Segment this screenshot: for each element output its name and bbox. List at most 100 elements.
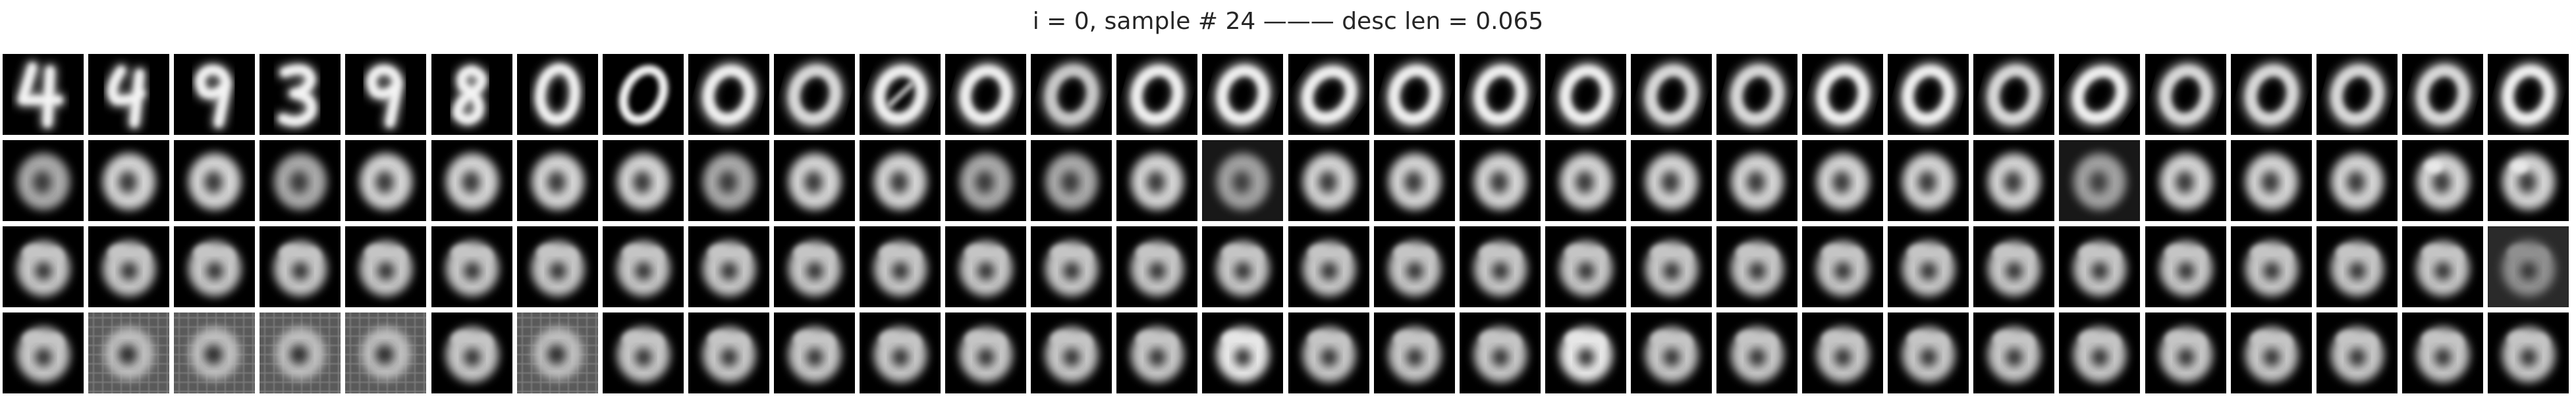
sample-image bbox=[774, 226, 855, 307]
sample-image bbox=[1374, 140, 1455, 221]
sample-image bbox=[1802, 140, 1883, 221]
sample-image bbox=[1631, 140, 1712, 221]
sample-image bbox=[1631, 54, 1712, 135]
sample-image bbox=[774, 54, 855, 135]
sample-image bbox=[1545, 140, 1626, 221]
sample-image bbox=[860, 226, 941, 307]
sample-image bbox=[1545, 312, 1626, 393]
sample-image bbox=[1973, 226, 2054, 307]
sample-image bbox=[774, 140, 855, 221]
sample-image bbox=[1116, 226, 1197, 307]
sample-image bbox=[1545, 54, 1626, 135]
sample-image bbox=[603, 140, 684, 221]
sample-image bbox=[1460, 140, 1541, 221]
sample-image bbox=[2059, 140, 2140, 221]
sample-image bbox=[3, 54, 84, 135]
sample-image bbox=[1973, 140, 2054, 221]
sample-image bbox=[1031, 312, 1112, 393]
sample-image bbox=[1374, 312, 1455, 393]
sample-image bbox=[603, 54, 684, 135]
sample-image bbox=[1888, 226, 1969, 307]
sample-image bbox=[345, 140, 426, 221]
sample-image bbox=[1031, 140, 1112, 221]
sample-image bbox=[945, 140, 1026, 221]
sample-image bbox=[1888, 54, 1969, 135]
sample-image bbox=[1202, 312, 1283, 393]
sample-image bbox=[945, 226, 1026, 307]
sample-image bbox=[688, 140, 769, 221]
sample-image bbox=[431, 226, 512, 307]
sample-image bbox=[260, 54, 341, 135]
sample-image bbox=[174, 140, 255, 221]
sample-image bbox=[174, 54, 255, 135]
sample-image bbox=[2231, 54, 2312, 135]
sample-image bbox=[2059, 54, 2140, 135]
sample-image bbox=[2145, 54, 2226, 135]
sample-image bbox=[945, 312, 1026, 393]
sample-image bbox=[517, 140, 598, 221]
sample-image bbox=[2316, 140, 2398, 221]
sample-image bbox=[860, 54, 941, 135]
sample-image bbox=[1031, 54, 1112, 135]
sample-image bbox=[688, 312, 769, 393]
sample-image bbox=[2316, 226, 2398, 307]
sample-image bbox=[260, 140, 341, 221]
sample-image bbox=[2145, 140, 2226, 221]
sample-image bbox=[2316, 54, 2398, 135]
sample-image bbox=[1460, 54, 1541, 135]
sample-image bbox=[860, 140, 941, 221]
sample-image bbox=[345, 226, 426, 307]
sample-image bbox=[2231, 226, 2312, 307]
sample-image bbox=[1631, 226, 1712, 307]
sample-image bbox=[1374, 54, 1455, 135]
sample-image bbox=[3, 140, 84, 221]
sample-image bbox=[2059, 226, 2140, 307]
sample-image bbox=[1116, 312, 1197, 393]
sample-image bbox=[517, 312, 598, 393]
sample-image bbox=[1716, 312, 1797, 393]
sample-image bbox=[3, 312, 84, 393]
sample-image bbox=[1545, 226, 1626, 307]
sample-image bbox=[1116, 140, 1197, 221]
sample-image bbox=[603, 312, 684, 393]
sample-image bbox=[1716, 54, 1797, 135]
sample-image bbox=[2402, 140, 2483, 221]
sample-image bbox=[688, 54, 769, 135]
sample-image bbox=[1202, 226, 1283, 307]
sample-image bbox=[688, 226, 769, 307]
sample-image bbox=[1973, 312, 2054, 393]
figure-title: i = 0, sample # 24 ——— desc len = 0.065 bbox=[1032, 8, 1544, 35]
sample-image bbox=[431, 54, 512, 135]
sample-image bbox=[1202, 54, 1283, 135]
sample-image bbox=[603, 226, 684, 307]
sample-image bbox=[1631, 312, 1712, 393]
sample-image bbox=[1716, 226, 1797, 307]
sample-image bbox=[2145, 312, 2226, 393]
sample-image bbox=[431, 140, 512, 221]
sample-image bbox=[517, 226, 598, 307]
sample-image bbox=[88, 140, 169, 221]
sample-image bbox=[1802, 54, 1883, 135]
sample-image bbox=[945, 54, 1026, 135]
sample-image bbox=[860, 312, 941, 393]
sample-image bbox=[174, 312, 255, 393]
sample-image bbox=[174, 226, 255, 307]
sample-image bbox=[260, 312, 341, 393]
sample-image bbox=[2231, 312, 2312, 393]
sample-image bbox=[2402, 54, 2483, 135]
sample-image bbox=[1116, 54, 1197, 135]
sample-image bbox=[1460, 226, 1541, 307]
sample-image bbox=[2488, 226, 2569, 307]
sample-image bbox=[431, 312, 512, 393]
sample-image bbox=[1802, 312, 1883, 393]
sample-image bbox=[88, 312, 169, 393]
sample-image bbox=[260, 226, 341, 307]
sample-image bbox=[2145, 226, 2226, 307]
sample-image bbox=[2402, 312, 2483, 393]
sample-image bbox=[1288, 140, 1369, 221]
sample-image bbox=[3, 226, 84, 307]
sample-image bbox=[1716, 140, 1797, 221]
sample-image bbox=[2488, 140, 2569, 221]
sample-image bbox=[345, 312, 426, 393]
sample-image bbox=[1460, 312, 1541, 393]
